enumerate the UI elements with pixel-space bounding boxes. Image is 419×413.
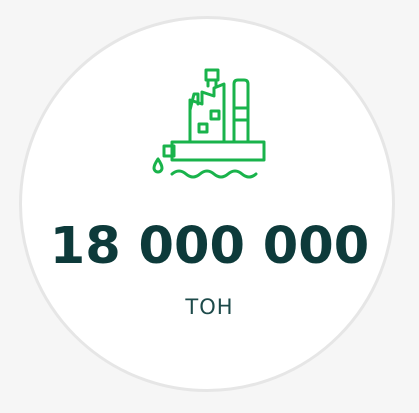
stat-unit: ТОН (185, 295, 234, 319)
stat-value: 18 000 000 (49, 217, 370, 276)
oil-platform-icon (148, 64, 272, 184)
